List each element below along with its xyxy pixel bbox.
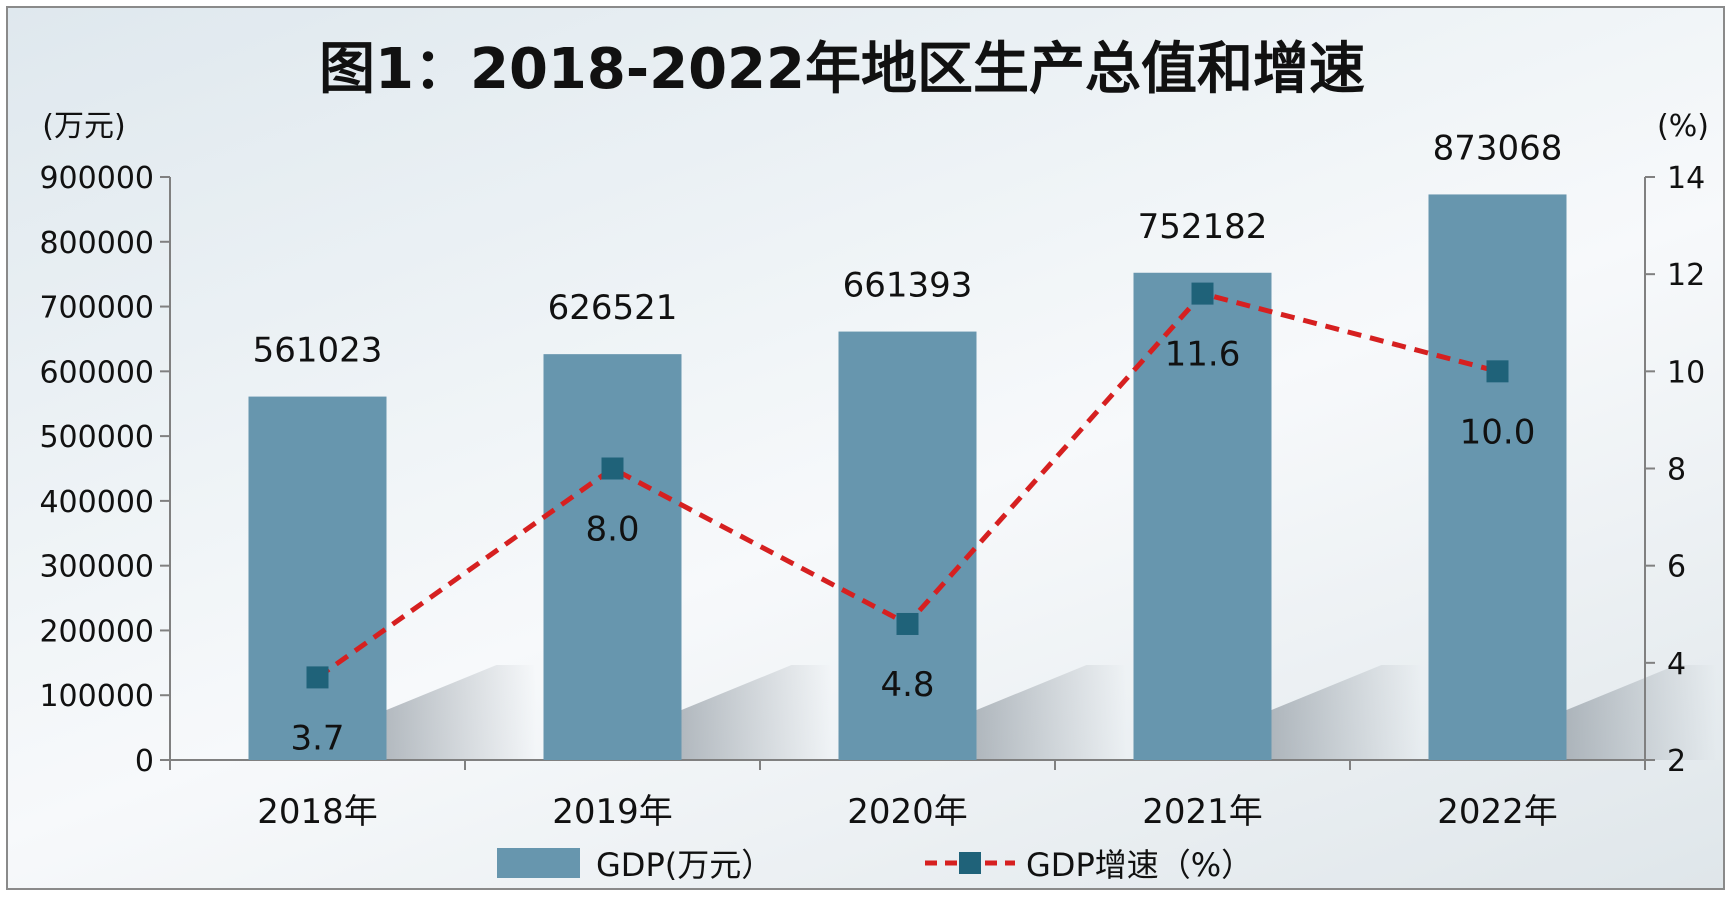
growth-value-label: 3.7 xyxy=(290,718,344,758)
left-tick-label: 300000 xyxy=(39,550,154,585)
bar-shadow xyxy=(681,665,832,760)
legend-label-line: GDP增速（%） xyxy=(1026,846,1253,884)
growth-marker xyxy=(1486,360,1509,383)
x-tick-label: 2020年 xyxy=(847,792,968,832)
right-axis-unit-label: (%) xyxy=(1657,109,1709,144)
growth-marker xyxy=(896,612,919,635)
growth-marker xyxy=(306,666,329,689)
bar-shadow xyxy=(386,665,537,760)
left-tick-label: 200000 xyxy=(39,614,154,649)
bar xyxy=(1428,194,1567,761)
bar xyxy=(543,354,682,760)
left-tick-label: 0 xyxy=(135,744,154,779)
growth-value-label: 8.0 xyxy=(585,510,639,550)
left-axis-unit-label: (万元) xyxy=(42,109,125,144)
x-tick-label: 2022年 xyxy=(1437,792,1558,832)
bar-value-label: 873068 xyxy=(1433,128,1563,168)
left-tick-label: 800000 xyxy=(39,226,154,261)
bar-value-label: 752182 xyxy=(1138,207,1268,247)
bar-shadow xyxy=(1271,665,1422,760)
growth-marker xyxy=(1191,282,1214,305)
legend: GDP(万元） GDP增速（%） xyxy=(497,846,1253,884)
left-tick-label: 500000 xyxy=(39,420,154,455)
x-tick-label: 2021年 xyxy=(1142,792,1263,832)
right-tick-label: 10 xyxy=(1667,355,1705,390)
legend-swatch-marker xyxy=(959,852,981,874)
bar-value-label: 561023 xyxy=(253,331,383,371)
left-tick-label: 100000 xyxy=(39,679,154,714)
growth-marker xyxy=(601,457,624,480)
right-tick-label: 2 xyxy=(1667,744,1686,779)
growth-value-label: 11.6 xyxy=(1165,335,1241,375)
bar-series xyxy=(248,194,1567,761)
left-tick-label: 700000 xyxy=(39,291,154,326)
legend-label-bar: GDP(万元） xyxy=(596,846,773,884)
left-tick-label: 600000 xyxy=(39,355,154,390)
right-tick-label: 6 xyxy=(1667,550,1686,585)
legend-swatch-bar xyxy=(497,848,580,878)
right-tick-label: 8 xyxy=(1667,453,1686,488)
growth-value-label: 10.0 xyxy=(1460,412,1536,452)
bar-value-label: 661393 xyxy=(843,266,973,306)
bar xyxy=(838,331,977,760)
left-tick-label: 900000 xyxy=(39,161,154,196)
bar xyxy=(248,396,387,760)
x-tick-label: 2019年 xyxy=(552,792,673,832)
chart-title: 图1：2018-2022年地区生产总值和增速 xyxy=(319,37,1365,102)
bar-shadow xyxy=(1566,665,1717,760)
bar-shadow xyxy=(976,665,1127,760)
right-tick-label: 4 xyxy=(1667,647,1686,682)
line-series xyxy=(306,282,1509,689)
right-tick-label: 14 xyxy=(1667,161,1705,196)
left-tick-label: 400000 xyxy=(39,485,154,520)
x-tick-label: 2018年 xyxy=(257,792,378,832)
bar-value-label: 626521 xyxy=(548,288,678,328)
data-labels: 561023 626521 661393 752182 873068 3.7 8.0 4.8 1… xyxy=(253,128,1563,758)
bar-shadows xyxy=(386,665,1717,760)
growth-value-label: 4.8 xyxy=(880,665,934,705)
bar xyxy=(1133,272,1272,760)
right-tick-label: 12 xyxy=(1667,258,1705,293)
